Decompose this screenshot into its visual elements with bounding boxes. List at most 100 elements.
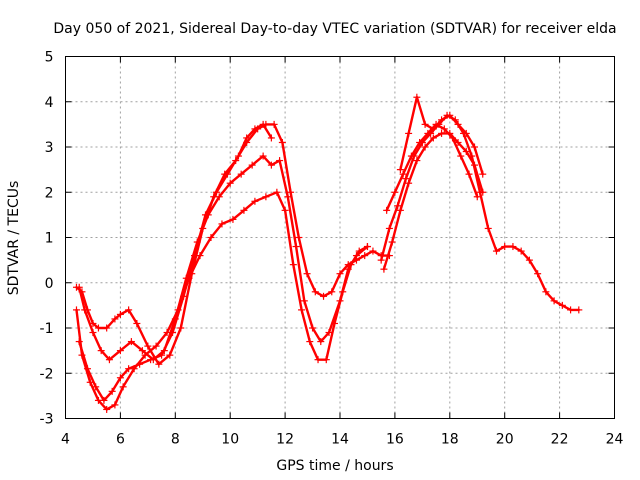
data-point <box>116 310 124 318</box>
data-point <box>180 292 188 300</box>
x-tick-label: 12 <box>276 432 294 448</box>
data-point <box>94 324 102 332</box>
data-point <box>136 360 144 368</box>
data-point <box>421 143 429 151</box>
data-point <box>405 179 413 187</box>
data-point <box>240 206 248 214</box>
data-point <box>125 365 133 373</box>
series-track-3 <box>72 188 371 413</box>
y-axis-label: SDTVAR / TECUs <box>6 181 22 296</box>
data-point <box>116 347 124 355</box>
data-point <box>462 148 470 156</box>
data-point <box>385 224 393 232</box>
data-point <box>169 329 177 337</box>
data-point <box>575 306 583 314</box>
data-point <box>133 319 141 327</box>
data-point <box>317 338 325 346</box>
data-point <box>89 329 97 337</box>
data-point <box>525 256 533 264</box>
data-point <box>391 188 399 196</box>
data-point <box>270 120 278 128</box>
data-point <box>416 138 424 146</box>
data-point <box>234 152 242 160</box>
data-point <box>223 170 231 178</box>
data-point <box>339 288 347 296</box>
data-point <box>251 197 259 205</box>
data-point <box>100 396 108 404</box>
data-point <box>438 129 446 137</box>
data-point <box>320 292 328 300</box>
y-tick-label: -1 <box>40 321 54 337</box>
data-point <box>369 247 377 255</box>
data-point <box>558 301 566 309</box>
data-point <box>309 324 317 332</box>
data-point <box>75 338 83 346</box>
grid <box>65 56 615 419</box>
data-point <box>388 238 396 246</box>
data-point <box>336 270 344 278</box>
data-point <box>407 152 415 160</box>
data-point <box>361 252 369 260</box>
data-point <box>479 170 487 178</box>
data-point <box>119 383 127 391</box>
data-point <box>191 252 199 260</box>
y-tick-label: -2 <box>40 366 54 382</box>
data-point <box>83 365 91 373</box>
data-point <box>141 351 149 359</box>
data-point <box>262 193 270 201</box>
data-point <box>440 125 448 133</box>
y-tick-label: -3 <box>40 412 54 428</box>
data-point <box>311 288 319 296</box>
data-point <box>449 134 457 142</box>
data-point <box>218 220 226 228</box>
data-point <box>454 120 462 128</box>
data-point <box>144 342 152 350</box>
x-tick-label: 6 <box>116 432 125 448</box>
data-point <box>473 193 481 201</box>
data-point <box>377 256 385 264</box>
data-point <box>355 247 363 255</box>
data-point <box>328 288 336 296</box>
x-axis-label: GPS time / hours <box>276 458 393 474</box>
data-point <box>81 306 89 314</box>
data-point <box>484 224 492 232</box>
data-point <box>284 193 292 201</box>
data-point <box>75 283 83 291</box>
x-tick-label: 24 <box>606 432 624 448</box>
y-tick-label: 1 <box>45 231 54 247</box>
data-point <box>125 306 133 314</box>
data-point <box>331 319 339 327</box>
x-tick-label: 4 <box>61 432 70 448</box>
data-point <box>226 179 234 187</box>
data-point <box>457 152 465 160</box>
data-point <box>429 125 437 133</box>
data-point <box>550 297 558 305</box>
data-point <box>212 188 220 196</box>
data-point <box>396 166 404 174</box>
data-point <box>383 206 391 214</box>
data-point <box>465 170 473 178</box>
data-point <box>273 188 281 196</box>
data-point <box>248 161 256 169</box>
data-point <box>215 193 223 201</box>
y-tick-label: 3 <box>45 140 54 156</box>
data-point <box>471 161 479 169</box>
data-point <box>276 157 284 165</box>
data-point <box>177 324 185 332</box>
data-point <box>421 120 429 128</box>
data-point <box>229 215 237 223</box>
data-point <box>287 188 295 196</box>
data-point <box>402 175 410 183</box>
y-tick-label: 2 <box>45 185 54 201</box>
data-point <box>243 134 251 142</box>
data-point <box>111 315 119 323</box>
y-tick-label: 5 <box>45 50 54 66</box>
data-point <box>314 356 322 364</box>
chart-title: Day 050 of 2021, Sidereal Day-to-day VTE… <box>53 21 616 37</box>
data-point <box>295 234 303 241</box>
data-point <box>281 206 289 214</box>
data-point <box>292 243 300 251</box>
